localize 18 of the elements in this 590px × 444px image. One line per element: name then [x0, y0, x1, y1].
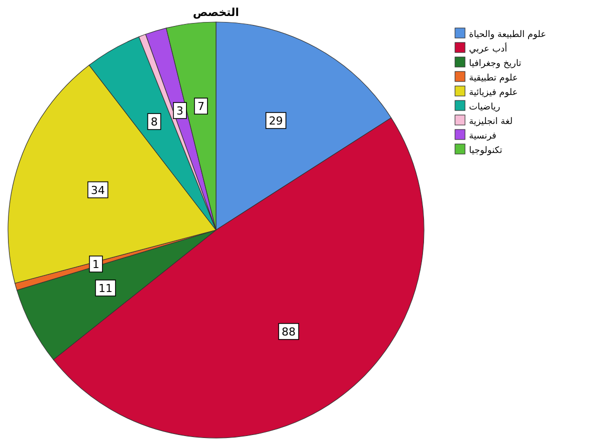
data-label: 11: [98, 282, 112, 295]
legend-label: فرنسية: [469, 132, 496, 142]
legend-label: لغة انجليزية: [469, 117, 513, 127]
data-label: 3: [176, 104, 184, 118]
data-label: 29: [268, 114, 283, 128]
data-label: 88: [282, 325, 296, 338]
legend-label: رياضيات: [469, 102, 500, 112]
data-label: 7: [197, 100, 204, 114]
legend-label: علوم تطبيقية: [469, 74, 518, 84]
legend-label: أدب عربي: [469, 42, 508, 54]
legend-label: علوم الطبيعة والحياة: [469, 30, 546, 40]
chart-title: التخصص: [192, 6, 240, 19]
data-label: 1: [92, 258, 100, 272]
data-label: 8: [150, 116, 158, 129]
legend-label: علوم فيزيائية: [469, 88, 518, 98]
data-label: 34: [90, 184, 105, 197]
legend-label: تاريخ وجغرافيا: [469, 59, 522, 69]
legend-label: تكنولوجيا: [469, 146, 503, 156]
